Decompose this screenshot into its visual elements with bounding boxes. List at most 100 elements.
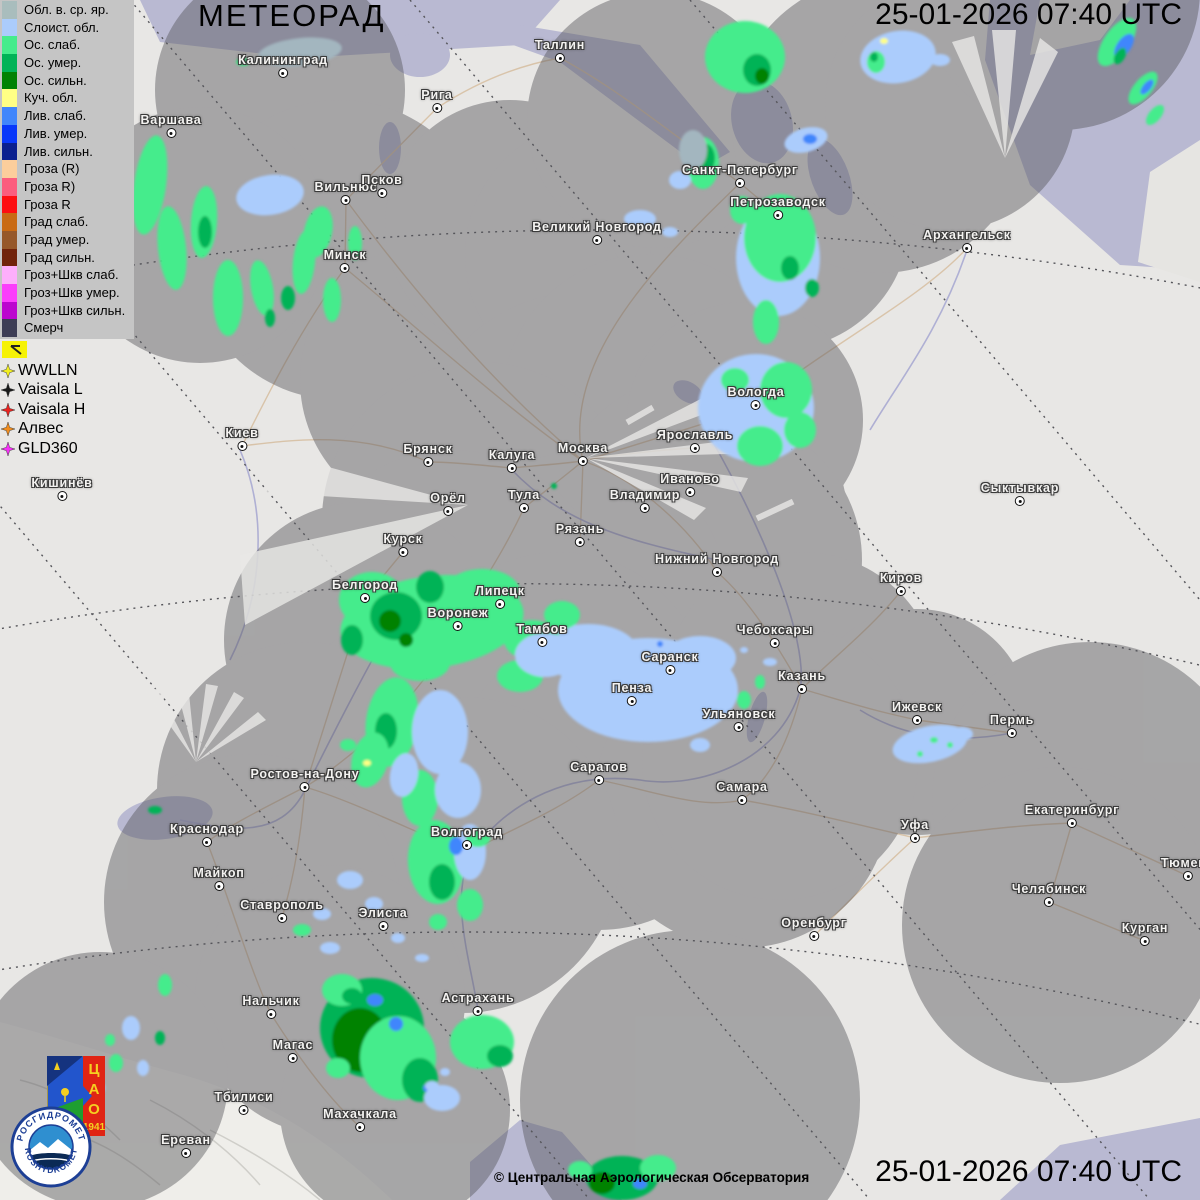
legend-label: Гроз+Шкв умер. <box>24 285 120 300</box>
precip-cell-r3 <box>589 1172 615 1194</box>
precip-cell-ob <box>258 37 342 67</box>
radar-coverage-circle <box>155 0 405 215</box>
radar-coverage-circle <box>732 0 1028 273</box>
legend-swatch <box>2 36 17 55</box>
precip-cell-st <box>690 738 710 752</box>
precip-cell-r1 <box>744 194 816 282</box>
precip-cell-r2 <box>155 1031 165 1045</box>
precip-cell-r1 <box>429 914 447 930</box>
precip-cell-r3 <box>399 633 413 647</box>
roads-layer <box>206 57 1189 1128</box>
precip-cell-r1 <box>323 278 341 322</box>
precip-cell-r1 <box>351 732 389 788</box>
precip-cell-r1 <box>250 260 274 316</box>
precip-cell-st <box>892 724 968 764</box>
precip-cell-r1 <box>348 226 362 260</box>
radar-coverage-circle <box>520 930 860 1200</box>
precip-cell-r1 <box>705 21 785 93</box>
precip-cell-r1 <box>157 206 187 290</box>
legend-label: Град сильн. <box>24 249 95 265</box>
precip-cell-r1 <box>784 412 816 448</box>
precip-cell-r1 <box>721 368 749 392</box>
radar-coverage-circle <box>104 754 400 1050</box>
precip-cell-st <box>951 727 973 741</box>
legend-item: Гроз+Шкв умер. <box>2 284 134 302</box>
lightning-marker-icon <box>1 363 15 378</box>
precip-cell-st <box>662 227 678 237</box>
legend-item: Град сильн. <box>2 248 134 267</box>
precip-cell-r2 <box>341 625 363 655</box>
legend-swatch <box>2 107 17 125</box>
precip-cell-r1 <box>917 751 923 757</box>
legend-swatch <box>2 213 17 231</box>
legend-label: Куч. обл. <box>24 90 78 106</box>
precip-cell-r1 <box>390 645 450 681</box>
precipitation-layer <box>81 17 1164 1200</box>
radar-coverage-circle <box>190 100 490 400</box>
precip-cell-r1 <box>293 924 311 936</box>
precip-cell-r1 <box>544 601 580 629</box>
precip-cell-r1 <box>303 206 333 258</box>
precip-cell-st <box>137 1060 149 1076</box>
legend-label: Смерч <box>24 320 64 336</box>
radar-coverage-circle <box>465 120 735 390</box>
lightning-source-item: Vaisala L <box>1 381 85 401</box>
precip-cell-r1 <box>1146 105 1164 125</box>
legend-swatch <box>2 54 17 72</box>
cao-letter: А <box>89 1081 100 1098</box>
precip-cell-r2 <box>342 988 362 1004</box>
legend-swatch <box>2 142 17 161</box>
precip-cell-st <box>515 633 575 677</box>
legend-item: Лив. умер. <box>2 124 134 143</box>
precip-cell-r1 <box>340 739 356 751</box>
precip-cell-r1 <box>737 691 751 709</box>
precip-cell-r1 <box>444 569 520 615</box>
radar-coverage-circle <box>385 100 635 350</box>
precip-cell-r2 <box>416 571 444 603</box>
legend-swatch <box>2 177 17 196</box>
precip-cell-cu <box>363 760 371 766</box>
precip-cell-r1 <box>737 426 783 466</box>
precip-cell-r2 <box>805 279 819 297</box>
precip-cell-r1 <box>947 742 953 748</box>
precip-cell-st <box>236 174 304 216</box>
beam-blockage-layer <box>146 30 1058 762</box>
legend-item: Обл. в. ср. яр. <box>2 1 134 19</box>
legend-label: Гроза (R) <box>24 161 80 177</box>
legend-label: Ос. слаб. <box>24 37 81 53</box>
legend-item: Ос. сильн. <box>2 71 134 90</box>
precip-cell-st <box>930 54 950 66</box>
precip-cell-st <box>740 647 748 653</box>
precip-cell-ob <box>679 130 707 170</box>
precip-cell-r1 <box>760 362 812 418</box>
legend-swatch <box>2 319 17 338</box>
legend-item: Куч. обл. <box>2 89 134 108</box>
radar-coverage-circle <box>300 240 580 520</box>
legend-label: Гроз+Шкв сильн. <box>24 302 126 318</box>
legend-item: Слоист. обл. <box>2 18 134 37</box>
lightning-marker-icon <box>1 383 15 398</box>
precip-cell-st <box>425 1081 439 1091</box>
precip-cell-r1 <box>753 300 779 344</box>
lightning-source-label: WWLLN <box>18 361 78 379</box>
precip-cell-sh <box>657 641 663 647</box>
radar-coverage-circle <box>932 642 1200 958</box>
legend-item: Лив. слаб. <box>2 107 134 125</box>
lightning-source-label: Vaisala H <box>18 400 86 418</box>
lightning-marker-icon <box>1 402 15 417</box>
page-title: МЕТЕОРАД <box>198 0 386 33</box>
precip-cell-r1 <box>105 1034 115 1046</box>
precip-cell-r2 <box>1113 47 1127 65</box>
precip-cell-r3 <box>755 68 769 84</box>
legend-swatch <box>2 18 17 37</box>
precip-cell-st <box>313 908 331 920</box>
coastal-land <box>1030 0 1200 282</box>
precip-cell-r1 <box>457 889 483 921</box>
legend-item: Гроз+Шкв слаб. <box>2 266 134 284</box>
precip-cell-r1 <box>1097 17 1137 67</box>
precip-cell-sh <box>449 837 463 855</box>
precip-cell-r2 <box>429 864 455 900</box>
precip-cell-st <box>435 762 481 818</box>
legend-label: Слоист. обл. <box>24 19 100 35</box>
